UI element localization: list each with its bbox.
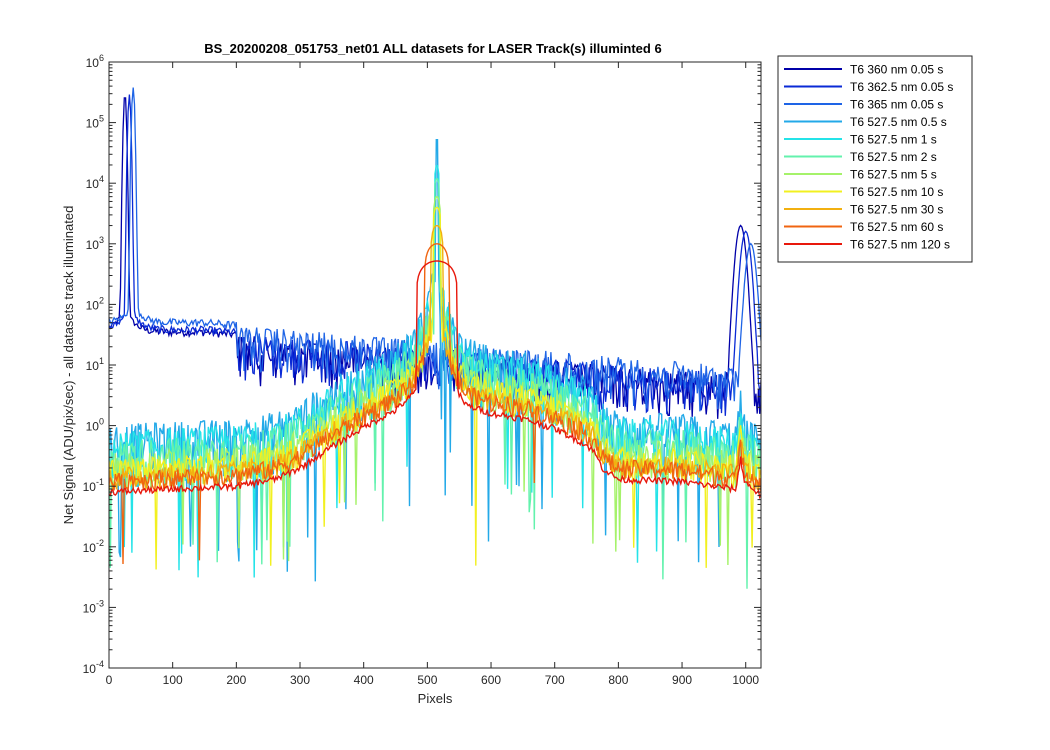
y-tick-label: 102 (86, 295, 104, 312)
y-tick-base: 10 (86, 238, 100, 252)
series-line-t6-365-nm-0-05-s (109, 87, 761, 412)
y-tick-label: 10-4 (83, 659, 104, 676)
y-tick-exponent: 5 (99, 114, 104, 124)
y-tick-exponent: 2 (99, 295, 104, 305)
y-tick-exponent: -2 (96, 538, 104, 548)
x-tick-label: 100 (163, 673, 183, 687)
x-tick-label: 400 (354, 673, 374, 687)
y-tick-label: 103 (86, 235, 104, 252)
x-tick-label: 0 (106, 673, 113, 687)
x-tick-label: 300 (290, 673, 310, 687)
legend-label: T6 527.5 nm 5 s (850, 168, 937, 182)
legend-label: T6 527.5 nm 0.5 s (850, 115, 947, 129)
legend-box (777, 55, 973, 263)
y-tick-label: 100 (86, 417, 104, 434)
series-line-t6-527-5-nm-120-s (109, 260, 761, 500)
series-line-t6-527-5-nm-60-s (109, 243, 761, 565)
y-tick-exponent: 0 (99, 417, 104, 427)
legend-label: T6 527.5 nm 10 s (850, 185, 943, 199)
y-tick-exponent: -4 (96, 659, 104, 669)
legend-label: T6 527.5 nm 2 s (850, 150, 937, 164)
y-tick-base: 10 (86, 359, 100, 373)
x-tick-label: 900 (672, 673, 692, 687)
y-axis-label: Net Signal (ADU/pix/sec) - all datasets … (61, 206, 76, 525)
legend-label: T6 360 nm 0.05 s (850, 63, 943, 77)
y-tick-base: 10 (86, 56, 100, 70)
legend-label: T6 527.5 nm 1 s (850, 133, 937, 147)
legend-label: T6 365 nm 0.05 s (850, 98, 943, 112)
x-tick-label: 600 (481, 673, 501, 687)
legend-label: T6 527.5 nm 60 s (850, 220, 943, 234)
y-tick-base: 10 (83, 541, 97, 555)
y-tick-exponent: 4 (99, 174, 104, 184)
y-tick-base: 10 (83, 601, 97, 615)
x-axis: 0 100 200 300 400 500 600 700 800 900 1000 (106, 62, 759, 687)
y-tick-label: 10-2 (83, 538, 104, 555)
y-tick-label: 105 (86, 114, 104, 131)
chart-title: BS_20200208_051753_net01 ALL datasets fo… (204, 41, 661, 56)
y-tick-label: 10-3 (83, 598, 104, 615)
y-tick-base: 10 (83, 662, 97, 676)
y-tick-base: 10 (86, 420, 100, 434)
y-tick-label: 10-1 (83, 477, 104, 494)
y-tick-base: 10 (86, 298, 100, 312)
y-tick-label: 104 (86, 174, 104, 191)
y-tick-label: 101 (86, 356, 104, 373)
x-tick-label: 200 (226, 673, 246, 687)
y-tick-exponent: -1 (96, 477, 104, 487)
x-tick-label: 1000 (732, 673, 759, 687)
y-tick-exponent: -3 (96, 598, 104, 608)
y-tick-exponent: 6 (99, 53, 104, 63)
y-tick-base: 10 (86, 177, 100, 191)
y-tick-label: 106 (86, 53, 104, 70)
legend-label: T6 527.5 nm 120 s (850, 238, 950, 252)
x-tick-label: 700 (545, 673, 565, 687)
x-tick-label: 800 (608, 673, 628, 687)
series-line-t6-527-5-nm-2-s (109, 178, 761, 589)
y-tick-exponent: 3 (99, 235, 104, 245)
x-tick-label: 500 (417, 673, 437, 687)
legend-label: T6 362.5 nm 0.05 s (850, 80, 953, 94)
y-tick-base: 10 (83, 480, 97, 494)
y-tick-exponent: 1 (99, 356, 104, 366)
legend-label: T6 527.5 nm 30 s (850, 203, 943, 217)
series-layer (109, 87, 761, 589)
y-tick-base: 10 (86, 117, 100, 131)
series-line-t6-527-5-nm-1-s (109, 164, 761, 578)
legend: T6 360 nm 0.05 s T6 362.5 nm 0.05 s T6 365… (777, 55, 973, 263)
x-axis-label: Pixels (418, 691, 453, 706)
